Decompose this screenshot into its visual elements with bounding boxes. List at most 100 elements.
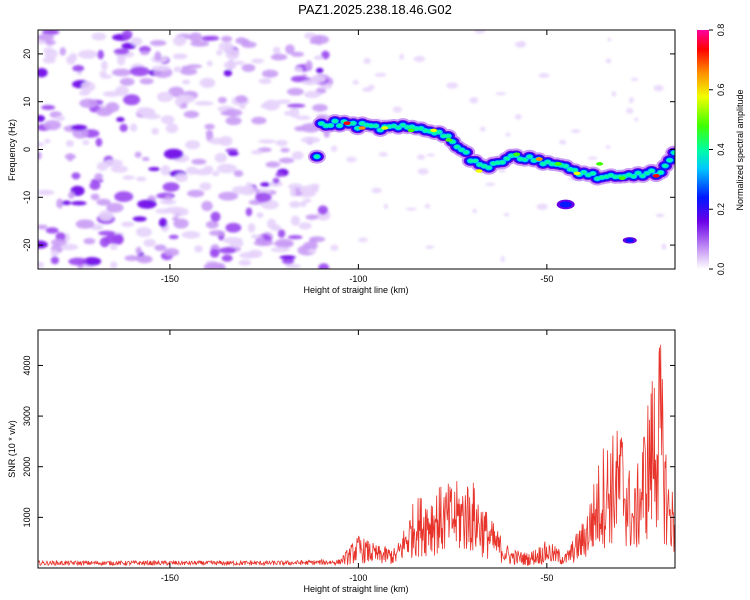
ridge-band xyxy=(364,123,370,127)
ridge-band xyxy=(391,124,397,128)
noise-blob xyxy=(308,248,317,254)
ridge-band xyxy=(481,164,487,168)
noise-blob xyxy=(209,248,220,258)
noise-blob xyxy=(378,152,388,157)
ridge-band xyxy=(522,158,528,162)
ridge-band xyxy=(350,121,356,125)
noise-blob xyxy=(305,60,313,72)
ridge-band xyxy=(386,124,392,129)
ridge-band xyxy=(594,177,600,181)
noise-blob xyxy=(309,236,318,245)
noise-blob xyxy=(103,159,124,167)
ridge-band xyxy=(373,124,379,128)
ridge-band xyxy=(323,124,329,128)
noise-blob xyxy=(211,170,220,177)
noise-blob xyxy=(310,184,319,194)
noise-blob xyxy=(98,230,116,236)
noise-blob xyxy=(151,127,159,135)
noise-blob xyxy=(135,176,147,182)
ridge-band xyxy=(477,163,483,167)
ridge-band xyxy=(328,123,333,128)
noise-blob xyxy=(191,158,207,165)
noise-blob xyxy=(628,97,634,104)
noise-blob xyxy=(272,46,281,55)
ridge-band xyxy=(404,125,410,129)
ridge-band xyxy=(472,159,478,163)
noise-blob xyxy=(500,255,505,263)
noise-blob xyxy=(83,256,102,266)
noise-blob xyxy=(38,68,48,78)
noise-blob xyxy=(485,182,496,186)
noise-blob xyxy=(653,84,664,92)
noise-blob xyxy=(173,218,189,229)
ridge-band xyxy=(527,155,532,159)
ridge-band xyxy=(355,126,361,130)
ridge-hotspot xyxy=(513,152,521,157)
noise-blob xyxy=(251,58,265,64)
noise-blob xyxy=(221,254,233,262)
noise-blob xyxy=(269,181,283,187)
noise-blob xyxy=(199,182,212,191)
noise-blob xyxy=(282,257,295,265)
noise-blob xyxy=(472,208,478,214)
noise-blob xyxy=(300,136,321,144)
noise-blob xyxy=(587,156,598,160)
noise-blob xyxy=(59,47,66,56)
noise-blob xyxy=(315,67,324,74)
noise-blob xyxy=(129,66,150,77)
noise-blob xyxy=(239,104,246,110)
noise-blob xyxy=(42,56,56,64)
noise-blob xyxy=(267,218,277,230)
noise-blob xyxy=(318,263,330,269)
noise-blob xyxy=(469,97,479,104)
noise-blob xyxy=(135,227,153,237)
noise-blob xyxy=(55,115,66,121)
noise-blob xyxy=(323,83,332,90)
noise-blob xyxy=(655,213,665,218)
noise-blob xyxy=(256,212,264,218)
noise-blob xyxy=(183,110,200,119)
noise-blob xyxy=(223,69,233,77)
colorbar-tick-label: 0.2 xyxy=(716,203,726,216)
ridge-band xyxy=(319,121,324,126)
noise-blob xyxy=(204,81,215,86)
noise-blob xyxy=(66,55,76,65)
ridge-hotspot xyxy=(475,169,483,173)
noise-blob xyxy=(41,104,56,110)
y-tick-label: 0 xyxy=(22,147,32,152)
noise-blob xyxy=(305,214,319,220)
ridge-band xyxy=(504,156,510,161)
ridge-band xyxy=(314,155,320,159)
noise-blob xyxy=(144,113,161,120)
y-tick-label: 3000 xyxy=(22,406,32,426)
ridge-band xyxy=(418,126,424,130)
colorbar-tick-label: 0.4 xyxy=(716,143,726,156)
noise-blob xyxy=(165,123,179,134)
noise-blob xyxy=(194,101,214,106)
noise-blob xyxy=(65,140,75,147)
heatmap-x-axis: -150 -100 -50 xyxy=(161,30,553,284)
noise-blob xyxy=(130,37,143,46)
noise-blob xyxy=(110,165,129,173)
noise-blob xyxy=(38,151,42,160)
noise-blob xyxy=(132,216,147,222)
colorbar-tick-label: 0.8 xyxy=(716,24,726,37)
x-tick-label: -50 xyxy=(540,573,553,583)
noise-blob xyxy=(536,203,548,211)
noise-blob xyxy=(260,182,271,187)
ridge-band xyxy=(332,119,338,123)
noise-blob xyxy=(50,256,60,265)
noise-blob xyxy=(194,245,203,253)
noise-blob xyxy=(225,48,240,60)
noise-blob xyxy=(45,227,59,234)
noise-blob xyxy=(304,90,321,99)
noise-blob xyxy=(275,172,284,177)
noise-blob xyxy=(416,154,426,160)
noise-blob xyxy=(214,152,228,163)
noise-blob xyxy=(479,126,486,132)
noise-blob xyxy=(99,70,107,77)
noise-blob xyxy=(122,175,135,180)
noise-blob xyxy=(156,91,174,103)
y-tick-label: 2000 xyxy=(22,457,32,477)
ridge-band xyxy=(613,175,618,179)
